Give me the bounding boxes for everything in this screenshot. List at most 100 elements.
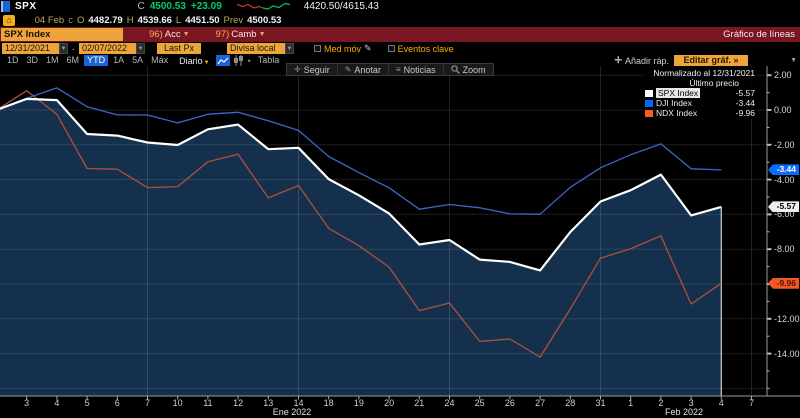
y-axis-label: -8.00 (774, 244, 795, 255)
follow-button[interactable]: ✛ Seguir (287, 64, 338, 75)
legend-title: Normalizado al 12/31/2021 (653, 68, 755, 78)
last-px-button[interactable]: Last Px (157, 43, 201, 54)
low-label: L (175, 14, 182, 26)
dji-index-line (0, 87, 722, 215)
x-axis-label: 5 (84, 398, 90, 408)
legend-series-name: NDX Index (656, 108, 698, 118)
security-input[interactable]: SPX Index (1, 28, 123, 41)
chevron-down-icon: ▼ (203, 59, 210, 66)
x-axis-label: 11 (203, 398, 213, 408)
x-axis-label: 4 (718, 398, 724, 408)
line-chart-icon (217, 57, 229, 64)
ticker-symbol: SPX (15, 1, 37, 12)
candlestick-icon (233, 55, 243, 66)
high-label: H (126, 14, 134, 26)
open-value: 4482.79 (88, 14, 123, 26)
legend-last-value: -5.57 (735, 88, 755, 98)
y-axis-label: -12.00 (774, 313, 800, 324)
key-events-checkbox[interactable] (387, 45, 395, 52)
quick-add-label: Añadir ráp. (625, 55, 670, 66)
ndx-index-line (0, 90, 722, 358)
news-button[interactable]: ≡ Noticias (389, 64, 444, 75)
period-tab-1d[interactable]: 1D (7, 55, 19, 65)
quick-add[interactable]: ✛ Añadir ráp. (614, 55, 669, 66)
panel-corner-icon (1, 1, 10, 12)
period-tab-ytd[interactable]: YTD (84, 55, 109, 66)
x-axis-label: 10 (172, 398, 183, 408)
x-axis-label: 7 (144, 398, 150, 408)
screen-title: Gráfico de líneas (723, 29, 795, 40)
x-axis-label: 19 (353, 398, 364, 408)
legend-row[interactable]: NDX Index -9.96 (645, 108, 755, 118)
end-date-input[interactable]: 02/07/2022 (79, 43, 136, 54)
low-value: 4451.50 (185, 14, 220, 26)
legend-swatch-icon (645, 89, 653, 97)
legend-row[interactable]: DJI Index -3.44 (645, 98, 755, 108)
prev-label: Prev (223, 14, 244, 26)
chart-type-candle-button[interactable] (233, 55, 244, 66)
x-axis-label: 12 (233, 398, 244, 408)
period-tab-máx[interactable]: Máx (151, 55, 169, 65)
last-price-badge: -9.96 (768, 277, 799, 289)
price-change: +23.09 (190, 1, 222, 12)
magnifier-icon (451, 65, 460, 74)
frequency-select[interactable]: Diario▼ (179, 56, 209, 66)
legend-last-value: -3.44 (735, 98, 755, 108)
day-range: 4420.50/4615.43 (303, 1, 379, 12)
menu-acciones[interactable]: 96) Acc ▼ (149, 29, 190, 40)
pencil-icon: ✎ (344, 65, 352, 74)
chart-legend: Normalizado al 12/31/2021 Último precio … (643, 67, 757, 119)
chart-hover-toolbar: ✛ Seguir ✎ Anotar ≡ Noticias Zoom (286, 63, 494, 76)
plus-icon: ✛ (614, 55, 623, 65)
mov-avg-checkbox[interactable] (314, 45, 321, 52)
last-price-badge: -3.44 (768, 164, 799, 176)
separator-dot: • (247, 55, 251, 66)
legend-series-name: DJI Index (656, 98, 692, 108)
legend-row[interactable]: SPX Index -5.57 (645, 88, 755, 98)
start-date-dropdown[interactable]: ▼ (59, 43, 68, 54)
prev-value: 4500.53 (247, 14, 282, 26)
period-tab-1m[interactable]: 1M (46, 55, 59, 65)
period-tab-5a[interactable]: 5A (132, 55, 144, 65)
news-icon: ≡ (395, 65, 401, 74)
mov-avg-label: Med móv (324, 43, 362, 54)
chart-controls-bar: 12/31/2021 ▼ - 02/07/2022 ▼ Last Px Divi… (0, 42, 800, 55)
period-tab-3d[interactable]: 3D (26, 55, 39, 65)
menu-cambios[interactable]: 97) Camb ▼ (216, 29, 266, 40)
plus-icon: ✛ (294, 65, 301, 74)
table-button[interactable]: Tabla (257, 55, 280, 65)
frequency-label: Diario (179, 55, 203, 66)
open-label: O (76, 14, 85, 26)
event-tag: E1 (19, 14, 31, 26)
x-axis-label: 1 (628, 398, 634, 408)
edit-pencil-icon[interactable]: ✎ (364, 43, 372, 53)
period-tab-1a[interactable]: 1A (113, 55, 125, 65)
currency-dropdown[interactable]: ▼ (285, 43, 294, 54)
x-axis-label: 6 (114, 398, 120, 408)
annotate-button[interactable]: ✎ Anotar (338, 64, 389, 75)
edit-chart-button[interactable]: Editar gráf. » (674, 55, 749, 66)
last-price: 4500.53 (149, 1, 186, 12)
panel-chevron-icon[interactable]: ▼ (790, 57, 797, 64)
start-date-input[interactable]: 12/31/2021 (2, 43, 59, 54)
currency-select[interactable]: Divisa local (227, 43, 285, 54)
x-axis-label: 3 (24, 398, 30, 408)
spx-index-line (0, 97, 722, 272)
home-icon[interactable]: ⌂ (3, 14, 15, 26)
key-events-label: Eventos clave (397, 43, 454, 54)
chart-type-line-button[interactable] (215, 55, 230, 66)
security-function-bar: SPX Index 96) Acc ▼ 97) Camb ▼ Gráfico d… (0, 27, 800, 42)
legend-last-value: -9.96 (735, 108, 755, 118)
x-axis-label: 3 (688, 398, 694, 408)
price-sparkline (236, 2, 290, 10)
x-axis-label: 28 (565, 398, 576, 408)
end-date-dropdown[interactable]: ▼ (136, 43, 145, 54)
month-label: Feb 2022 (664, 407, 704, 417)
x-axis-label: 2 (658, 398, 664, 408)
menu-acciones-number: 96) (149, 29, 163, 40)
period-tab-6m[interactable]: 6M (66, 55, 80, 65)
x-axis-label: 25 (474, 398, 485, 408)
follow-label: Seguir (303, 64, 330, 75)
zoom-button[interactable]: Zoom (444, 64, 493, 75)
chevron-down-icon: ▼ (258, 31, 266, 38)
